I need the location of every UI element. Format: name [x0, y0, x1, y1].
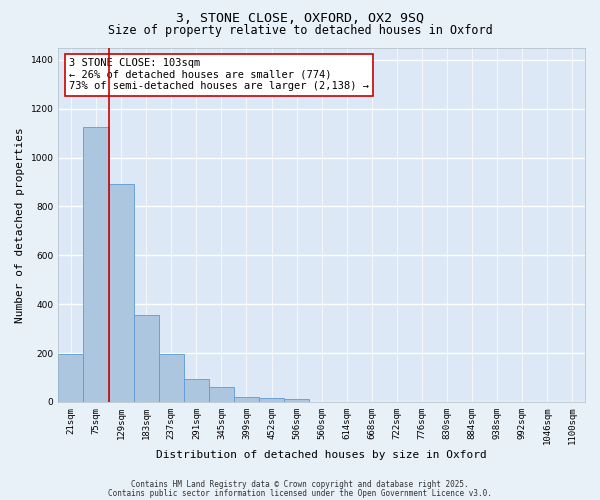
Text: 3, STONE CLOSE, OXFORD, OX2 9SQ: 3, STONE CLOSE, OXFORD, OX2 9SQ	[176, 12, 424, 26]
Bar	[234, 397, 259, 402]
Bar	[259, 398, 284, 402]
Text: Contains public sector information licensed under the Open Government Licence v3: Contains public sector information licen…	[108, 488, 492, 498]
Bar	[83, 127, 109, 402]
Bar	[58, 354, 83, 402]
Text: Contains HM Land Registry data © Crown copyright and database right 2025.: Contains HM Land Registry data © Crown c…	[131, 480, 469, 489]
Text: Size of property relative to detached houses in Oxford: Size of property relative to detached ho…	[107, 24, 493, 37]
Bar	[184, 378, 209, 402]
Y-axis label: Number of detached properties: Number of detached properties	[15, 127, 25, 322]
X-axis label: Distribution of detached houses by size in Oxford: Distribution of detached houses by size …	[157, 450, 487, 460]
Bar	[284, 399, 309, 402]
Text: 3 STONE CLOSE: 103sqm
← 26% of detached houses are smaller (774)
73% of semi-det: 3 STONE CLOSE: 103sqm ← 26% of detached …	[69, 58, 369, 92]
Bar	[209, 388, 234, 402]
Bar	[159, 354, 184, 402]
Bar	[109, 184, 134, 402]
Bar	[134, 315, 159, 402]
